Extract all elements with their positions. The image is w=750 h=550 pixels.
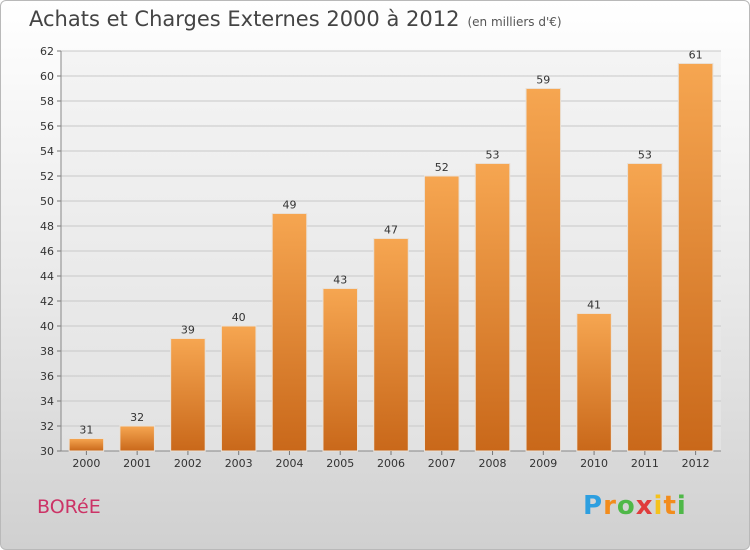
x-tick-label: 2009 bbox=[529, 457, 557, 470]
bar bbox=[271, 213, 308, 452]
y-tick-label: 38 bbox=[40, 345, 54, 358]
logo-letter: i bbox=[653, 491, 664, 521]
x-tick-label: 2005 bbox=[326, 457, 354, 470]
bar bbox=[373, 238, 409, 452]
bar bbox=[424, 175, 460, 452]
y-tick-label: 44 bbox=[40, 270, 54, 283]
bar bbox=[68, 438, 105, 452]
bar-value-label: 32 bbox=[130, 411, 144, 424]
bar bbox=[627, 163, 663, 452]
bar-value-label: 61 bbox=[689, 49, 703, 62]
y-tick-label: 62 bbox=[40, 45, 54, 58]
y-tick-label: 30 bbox=[40, 445, 54, 458]
bar bbox=[474, 163, 511, 452]
bar-value-label: 53 bbox=[638, 149, 652, 162]
logo-letter: r bbox=[603, 491, 617, 521]
logo-letter: t bbox=[663, 491, 677, 521]
bar-value-label: 49 bbox=[282, 199, 296, 212]
y-tick-label: 46 bbox=[40, 245, 54, 258]
chart-title: Achats et Charges Externes 2000 à 2012 (e… bbox=[29, 7, 562, 31]
y-tick-label: 34 bbox=[40, 395, 54, 408]
bar-value-label: 47 bbox=[384, 224, 398, 237]
y-tick-label: 32 bbox=[40, 420, 54, 433]
logo-letter: x bbox=[635, 491, 654, 521]
bar-value-label: 59 bbox=[536, 74, 550, 87]
y-tick-label: 52 bbox=[40, 170, 54, 183]
x-tick-label: 2012 bbox=[682, 457, 710, 470]
bar bbox=[170, 338, 206, 452]
bar-value-label: 40 bbox=[232, 311, 246, 324]
x-tick-label: 2001 bbox=[123, 457, 151, 470]
x-tick-label: 2007 bbox=[428, 457, 456, 470]
x-tick-label: 2010 bbox=[580, 457, 608, 470]
chart-title-text: Achats et Charges Externes 2000 à 2012 bbox=[29, 7, 460, 31]
bar-value-label: 53 bbox=[486, 149, 500, 162]
x-tick-label: 2003 bbox=[225, 457, 253, 470]
logo-letter: o bbox=[616, 491, 636, 521]
y-tick-label: 60 bbox=[40, 70, 54, 83]
x-tick-label: 2011 bbox=[631, 457, 659, 470]
bar-value-label: 43 bbox=[333, 274, 347, 287]
proxiti-logo[interactable]: Proxiti bbox=[583, 491, 687, 521]
y-tick-label: 36 bbox=[40, 370, 54, 383]
x-tick-label: 2002 bbox=[174, 457, 202, 470]
y-tick-label: 40 bbox=[40, 320, 54, 333]
bar bbox=[576, 313, 612, 452]
bar bbox=[677, 63, 714, 452]
bar-value-label: 52 bbox=[435, 161, 449, 174]
y-tick-label: 42 bbox=[40, 295, 54, 308]
x-tick-label: 2008 bbox=[479, 457, 507, 470]
bar bbox=[525, 88, 562, 452]
bar-value-label: 41 bbox=[587, 299, 601, 312]
bar bbox=[322, 288, 358, 452]
y-tick-label: 54 bbox=[40, 145, 54, 158]
logo-letter: P bbox=[583, 491, 604, 521]
bar bbox=[220, 325, 257, 452]
chart-unit-note: (en milliers d'€) bbox=[467, 15, 562, 29]
bar-value-label: 39 bbox=[181, 324, 195, 337]
y-tick-label: 56 bbox=[40, 120, 54, 133]
y-tick-label: 48 bbox=[40, 220, 54, 233]
commune-name: BORéE bbox=[37, 496, 101, 518]
bar bbox=[119, 425, 155, 452]
x-tick-label: 2000 bbox=[72, 457, 100, 470]
bar-value-label: 31 bbox=[79, 424, 93, 437]
y-tick-label: 50 bbox=[40, 195, 54, 208]
y-tick-label: 58 bbox=[40, 95, 54, 108]
x-tick-label: 2006 bbox=[377, 457, 405, 470]
x-tick-label: 2004 bbox=[275, 457, 303, 470]
logo-letter: i bbox=[676, 491, 687, 521]
